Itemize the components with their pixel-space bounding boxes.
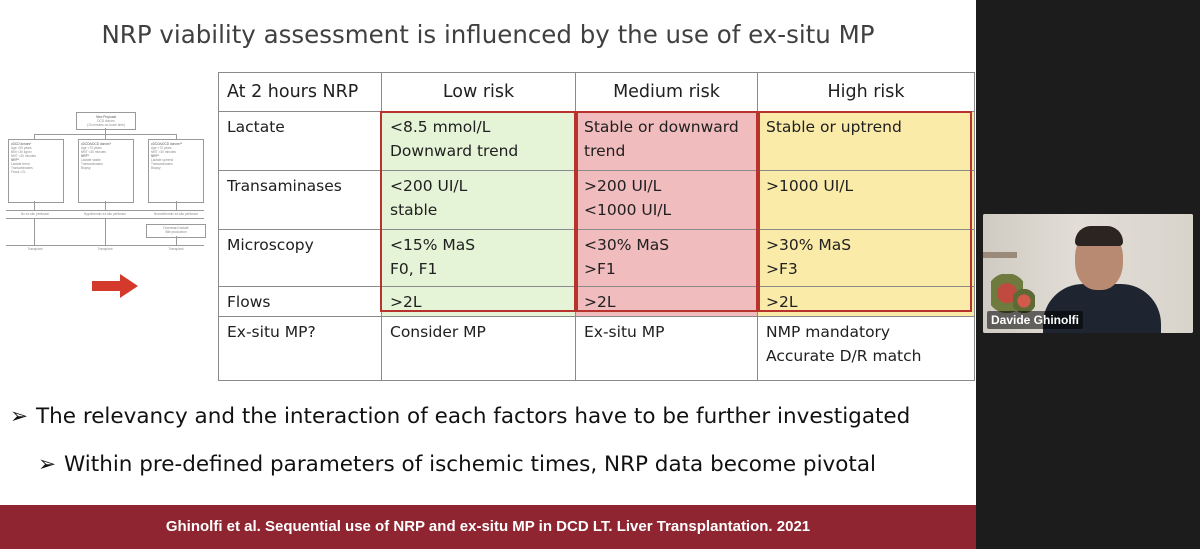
table-row: Flows >2L >2L >2L bbox=[218, 286, 975, 317]
bullet-text: Within pre-defined parameters of ischemi… bbox=[64, 452, 876, 477]
flowchart-column-box: cDCD donors* Age <50 years BMI <30 kg/m²… bbox=[8, 139, 64, 203]
flowchart-column-title: cDCD/uDCD donors** bbox=[151, 142, 183, 146]
flowchart-top-title: New Proposal bbox=[96, 115, 116, 119]
low-risk-cell: <15% MaS F0, F1 bbox=[381, 229, 576, 287]
flowchart-action: Hypothermic ex-situ perfusion bbox=[83, 212, 127, 216]
low-risk-cell: Consider MP bbox=[381, 316, 576, 381]
bullet-point: ➢ Within pre-defined parameters of ischem… bbox=[38, 452, 876, 477]
header-cell: At 2 hours NRP bbox=[218, 72, 382, 112]
row-label: Lactate bbox=[218, 111, 382, 171]
table-header-row: At 2 hours NRP Low risk Medium risk High… bbox=[218, 72, 975, 112]
high-risk-cell: >30% MaS >F3 bbox=[757, 229, 975, 287]
citation-footer: Ghinolfi et al. Sequential use of NRP an… bbox=[0, 505, 976, 549]
row-label: Ex-situ MP? bbox=[218, 316, 382, 381]
high-risk-cell: >1000 UI/L bbox=[757, 170, 975, 230]
flower-plant bbox=[1013, 286, 1035, 316]
flowchart-column-title: cDCD donors* bbox=[11, 142, 32, 146]
presentation-slide: NRP viability assessment is influenced b… bbox=[0, 0, 976, 549]
low-risk-cell: >2L bbox=[381, 286, 576, 317]
high-risk-cell: Stable or uptrend bbox=[757, 111, 975, 171]
flowchart-result: Transplant bbox=[27, 247, 43, 251]
high-risk-cell: NMP mandatory Accurate D/R match bbox=[757, 316, 975, 381]
bullet-text: The relevancy and the interaction of eac… bbox=[36, 404, 911, 429]
flowchart-column-box: cDCD/uDCD donors** Age >70 years fWIT >3… bbox=[148, 139, 204, 203]
risk-table: At 2 hours NRP Low risk Medium risk High… bbox=[218, 72, 975, 381]
flowchart-top-line: DCD donors bbox=[97, 119, 115, 123]
slide-title: NRP viability assessment is influenced b… bbox=[101, 20, 875, 49]
flowchart-action: Normothermic ex-situ perfusion bbox=[153, 212, 199, 216]
table-row: Ex-situ MP? Consider MP Ex-situ MP NMP m… bbox=[218, 316, 975, 381]
arrow-bullet-icon: ➢ bbox=[38, 452, 57, 477]
medium-risk-cell: Stable or downward trend bbox=[575, 111, 758, 171]
low-risk-cell: <8.5 mmol/L Downward trend bbox=[381, 111, 576, 171]
flowchart-column-title: cDCD/uDCD donors* bbox=[81, 142, 111, 146]
row-label: Microscopy bbox=[218, 229, 382, 287]
arrow-bullet-icon: ➢ bbox=[10, 404, 29, 429]
medium-risk-cell: <30% MaS >F1 bbox=[575, 229, 758, 287]
low-risk-cell: <200 UI/L stable bbox=[381, 170, 576, 230]
flowchart-result: Transplant bbox=[97, 247, 113, 251]
row-label: Flows bbox=[218, 286, 382, 317]
shared-screen: NRP viability assessment is influenced b… bbox=[0, 0, 976, 549]
medium-risk-cell: Ex-situ MP bbox=[575, 316, 758, 381]
flowchart-thumbnail: New Proposal DCD donors (10 minutes no-t… bbox=[6, 112, 206, 260]
bullet-point: ➢ The relevancy and the interaction of ea… bbox=[10, 404, 910, 429]
table-row: Microscopy <15% MaS F0, F1 <30% MaS >F1 >3… bbox=[218, 229, 975, 287]
medium-risk-cell: >200 UI/L <1000 UI/L bbox=[575, 170, 758, 230]
table-row: Transaminases <200 UI/L stable >200 UI/L <… bbox=[218, 170, 975, 230]
participants-panel: Davide Ghinolfi bbox=[976, 0, 1200, 549]
medium-risk-cell: >2L bbox=[575, 286, 758, 317]
participant-name-label: Davide Ghinolfi bbox=[987, 311, 1084, 329]
table-row: Lactate <8.5 mmol/L Downward trend Stable… bbox=[218, 111, 975, 171]
header-cell-high-risk: High risk bbox=[757, 72, 975, 112]
right-arrow-icon bbox=[92, 274, 138, 298]
participant-hair bbox=[1075, 226, 1123, 246]
header-cell-medium-risk: Medium risk bbox=[575, 72, 758, 112]
row-label: Transaminases bbox=[218, 170, 382, 230]
participant-video-tile[interactable]: Davide Ghinolfi bbox=[983, 214, 1193, 333]
flowchart-top-box: New Proposal DCD donors (10 minutes no-t… bbox=[76, 112, 136, 130]
header-cell-low-risk: Low risk bbox=[381, 72, 576, 112]
flowchart-result: Transplant bbox=[168, 247, 184, 251]
flowchart-column-box: cDCD/uDCD donors* Age <70 years fWIT <30… bbox=[78, 139, 134, 203]
flowchart-top-line: (10 minutes no-touch time) bbox=[87, 123, 125, 127]
flowchart-action: No ex-situ perfusion bbox=[20, 212, 50, 216]
high-risk-cell: >2L bbox=[757, 286, 975, 317]
shelf bbox=[983, 252, 1017, 258]
